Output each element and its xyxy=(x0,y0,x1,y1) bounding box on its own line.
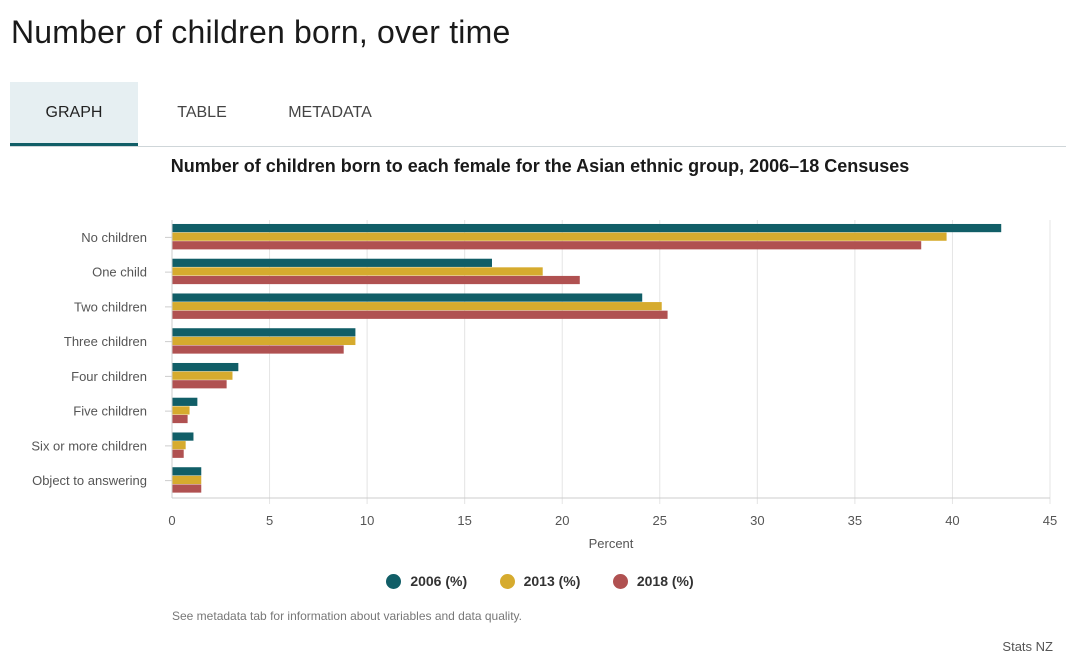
tab-graph[interactable]: GRAPH xyxy=(10,82,138,146)
bar-2006-no-children xyxy=(172,223,1002,233)
tab-metadata[interactable]: METADATA xyxy=(288,104,372,121)
footnote: See metadata tab for information about v… xyxy=(172,609,522,623)
legend-item-2018[interactable]: 2018 (%) xyxy=(612,573,694,589)
bar-2013-two-children xyxy=(172,302,662,311)
legend-label-2006: 2006 (%) xyxy=(410,573,468,589)
tab-bar: GRAPH TABLE METADATA xyxy=(10,82,1066,147)
bar-2018-object-to-answering xyxy=(172,484,202,493)
legend-label-2018: 2018 (%) xyxy=(636,573,694,589)
bar-2013-six-or-more-children xyxy=(172,441,186,450)
x-tick-label: 10 xyxy=(360,513,374,528)
x-tick-label: 0 xyxy=(168,513,175,528)
bar-2006-three-children xyxy=(172,328,356,337)
legend-swatch-2006 xyxy=(386,573,402,589)
legend-item-2006[interactable]: 2006 (%) xyxy=(386,573,467,589)
legend-label-2013: 2013 (%) xyxy=(523,573,581,589)
y-tick-label: Three children xyxy=(64,334,147,349)
source-credit: Stats NZ xyxy=(1002,639,1053,654)
y-tick-label: Four children xyxy=(71,369,147,384)
bar-2013-object-to-answering xyxy=(172,475,202,485)
bar-2018-one-child xyxy=(172,275,580,285)
bar-2018-two-children xyxy=(172,310,668,319)
bar-2013-five-children xyxy=(172,406,190,415)
bar-2013-no-children xyxy=(172,232,947,241)
x-tick-label: 35 xyxy=(848,513,862,528)
y-tick-label: No children xyxy=(81,230,147,245)
bar-2018-no-children xyxy=(172,241,922,250)
x-tick-label: 30 xyxy=(750,513,764,528)
bar-2018-three-children xyxy=(172,345,344,354)
x-tick-label: 40 xyxy=(945,513,959,528)
bar-2006-object-to-answering xyxy=(172,467,202,476)
x-tick-label: 25 xyxy=(653,513,667,528)
x-tick-label: 15 xyxy=(457,513,471,528)
bar-chart: 0 5 10 15 20 25 30 35 40 45 Percent No children One … xyxy=(31,220,1057,551)
legend-swatch-2013 xyxy=(499,573,515,589)
y-tick-label: Two children xyxy=(74,299,147,314)
x-tick-label: 20 xyxy=(555,513,569,528)
chart-legend: 2006 (%) 2013 (%) 2018 (%) xyxy=(0,573,1080,594)
tab-table[interactable]: TABLE xyxy=(177,104,227,121)
y-tick-label: One child xyxy=(92,265,147,280)
chart-title: Number of children born to each female f… xyxy=(170,156,910,176)
bar-2018-five-children xyxy=(172,414,188,424)
bar-2013-four-children xyxy=(172,371,233,380)
bar-2006-six-or-more-children xyxy=(172,432,194,441)
y-tick-label: Five children xyxy=(73,404,147,419)
legend-item-2013[interactable]: 2013 (%) xyxy=(499,573,581,589)
bar-2006-one-child xyxy=(172,258,492,267)
bar-2006-four-children xyxy=(172,362,239,372)
bar-2013-three-children xyxy=(172,336,356,346)
y-tick-label: Object to answering xyxy=(32,473,147,488)
x-tick-label: 45 xyxy=(1043,513,1057,528)
x-tick-label: 5 xyxy=(266,513,273,528)
bar-2018-four-children xyxy=(172,380,227,389)
legend-swatch-2018 xyxy=(612,573,628,589)
bar-2018-six-or-more-children xyxy=(172,449,184,458)
bar-2013-one-child xyxy=(172,267,543,276)
bar-2006-five-children xyxy=(172,397,198,406)
y-tick-label: Six or more children xyxy=(31,438,147,453)
page-title: Number of children born, over time xyxy=(11,14,511,50)
bar-2006-two-children xyxy=(172,293,643,302)
x-axis-title: Percent xyxy=(589,536,634,551)
